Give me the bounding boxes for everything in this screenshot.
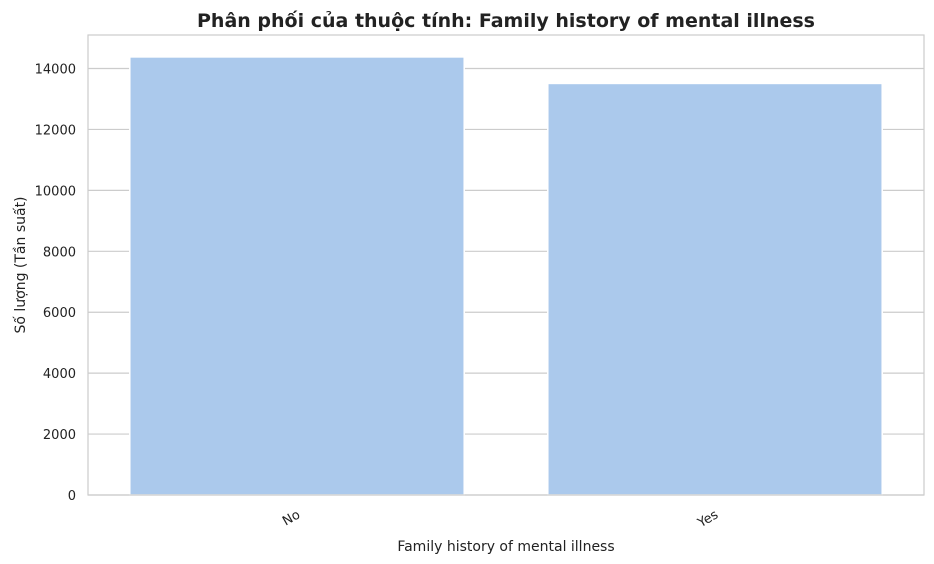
y-tick-label: 14000: [35, 63, 76, 78]
y-tick-label: 12000: [35, 123, 76, 138]
x-tick-labels: No Yes: [280, 507, 721, 531]
y-tick-label: 2000: [43, 428, 76, 443]
plot-frame: [87, 34, 925, 496]
y-tick-label: 10000: [35, 184, 76, 199]
bar-yes: [547, 82, 883, 496]
bar-no: [129, 56, 465, 496]
x-tick-label-yes: Yes: [694, 507, 721, 531]
y-tick-label: 6000: [43, 306, 76, 321]
x-axis-label: Family history of mental illness: [397, 539, 614, 555]
y-axis-label: Số lượng (Tần suất): [12, 196, 29, 333]
y-tick-label: 4000: [43, 367, 76, 382]
x-tick-label-no: No: [280, 507, 303, 529]
y-tick-labels: 0 2000 4000 6000 8000 10000 12000 14000: [35, 63, 76, 504]
y-tick-label: 8000: [43, 245, 76, 260]
chart-title: Phân phối của thuộc tính: Family history…: [197, 9, 815, 32]
bars: [129, 56, 883, 496]
y-tick-label: 0: [68, 489, 76, 504]
